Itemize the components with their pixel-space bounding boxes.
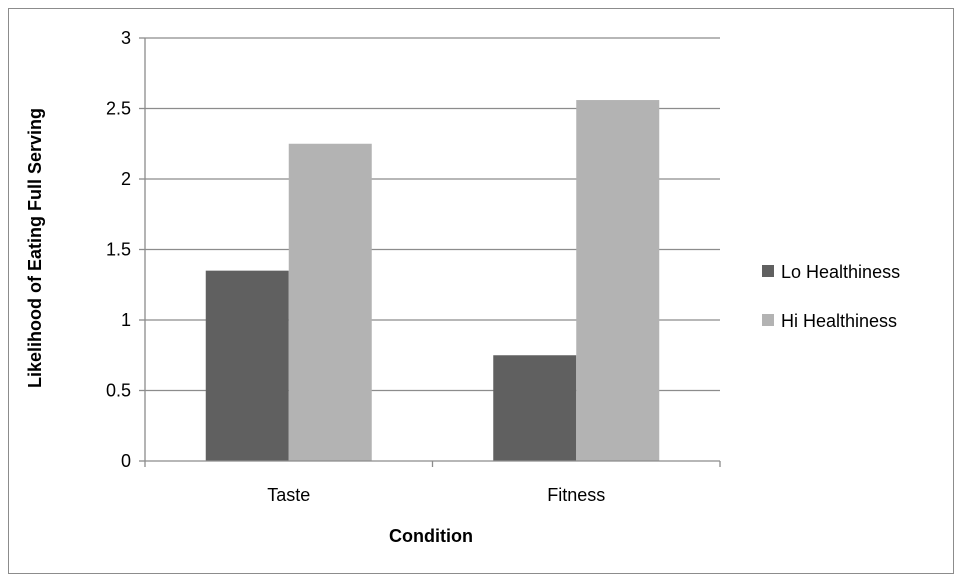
y-tick-label: 1 xyxy=(121,310,131,330)
legend-label-lo-healthiness: Lo Healthiness xyxy=(781,262,900,282)
y-tick-label: 2 xyxy=(121,169,131,189)
bar-hi-healthiness-fitness xyxy=(576,100,660,461)
x-tick-label: Taste xyxy=(267,485,310,505)
bar-lo-healthiness-taste xyxy=(205,270,289,461)
legend: Lo Healthiness Hi Healthiness xyxy=(762,262,900,331)
y-tick-labels: 0 0.5 1 1.5 2 2.5 3 xyxy=(106,28,131,471)
bar-hi-healthiness-taste xyxy=(288,143,372,461)
y-tick-label: 0 xyxy=(121,451,131,471)
chart-frame xyxy=(8,8,954,574)
x-tick-labels: Taste Fitness xyxy=(267,485,605,505)
legend-label-hi-healthiness: Hi Healthiness xyxy=(781,311,897,331)
x-axis-title: Condition xyxy=(389,526,473,546)
x-tick-label: Fitness xyxy=(547,485,605,505)
axes xyxy=(139,37,721,467)
y-tick-label: 3 xyxy=(121,28,131,48)
y-tick-label: 2.5 xyxy=(106,99,131,119)
y-tick-label: 0.5 xyxy=(106,381,131,401)
bars xyxy=(205,100,660,461)
legend-swatch-hi-healthiness xyxy=(762,314,774,326)
y-axis-title: Likelihood of Eating Full Serving xyxy=(25,108,45,388)
legend-swatch-lo-healthiness xyxy=(762,265,774,277)
bar-lo-healthiness-fitness xyxy=(493,355,577,461)
y-tick-label: 1.5 xyxy=(106,240,131,260)
